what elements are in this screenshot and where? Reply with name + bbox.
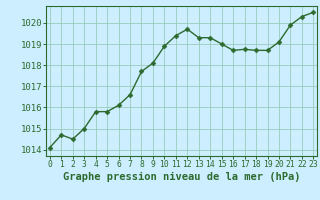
X-axis label: Graphe pression niveau de la mer (hPa): Graphe pression niveau de la mer (hPa) xyxy=(63,172,300,182)
